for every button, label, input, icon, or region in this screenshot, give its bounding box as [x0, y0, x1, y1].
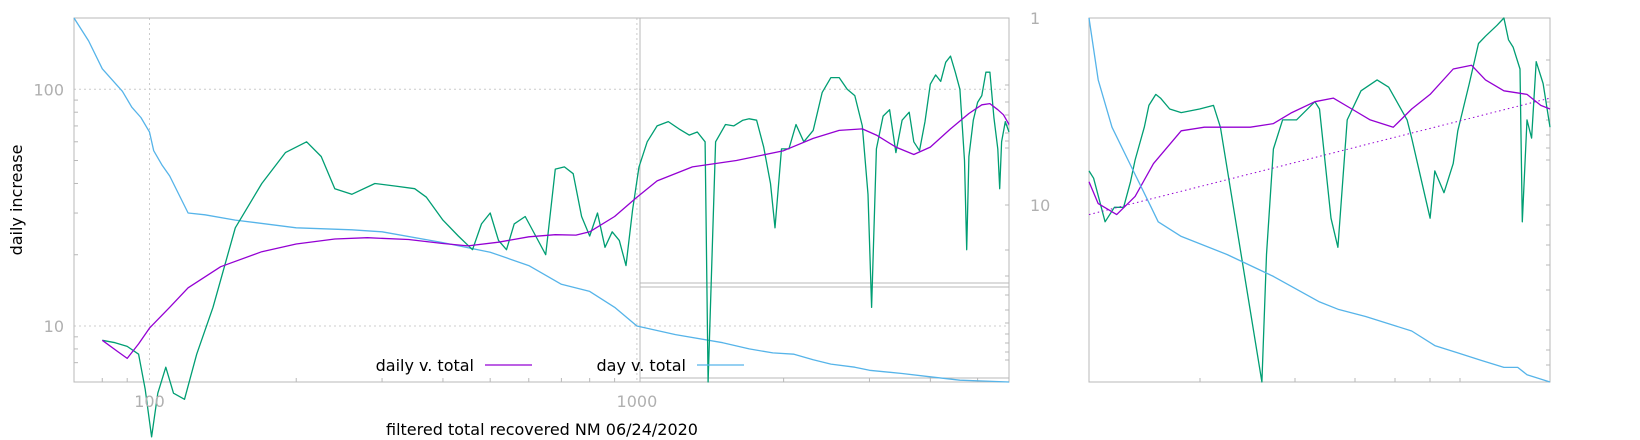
x-axis-title: filtered total recovered NM 06/24/2020 [386, 420, 698, 439]
y-axis-title: daily increase [7, 145, 26, 256]
legend-label-day-v-total: day v. total [597, 356, 687, 375]
inset-series-group [1088, 17, 1551, 383]
main-series-group [73, 17, 1010, 438]
y-tick-label: 100 [33, 80, 64, 99]
main-plot-border [73, 17, 1010, 383]
inset-series-line-2 [1088, 17, 1551, 383]
x-tick-label: 1000 [617, 392, 658, 411]
x-tick-label: 100 [134, 392, 165, 411]
right-axis-tick-label: 1 [1030, 9, 1040, 28]
legend: daily v. total day v. total [376, 356, 744, 375]
inset-ticks [1199, 59, 1550, 382]
main-grid [74, 18, 1009, 382]
right-axis-tick-label: 10 [1030, 196, 1050, 215]
series-line-daily-v-total [101, 102, 1010, 360]
series-line-day-v-total [73, 17, 1010, 383]
main-tick-labels: 100 1000 10 100 10 1 [33, 9, 1050, 411]
overlay-frame [639, 18, 1009, 382]
legend-label-daily-v-total: daily v. total [376, 356, 474, 375]
inset-series-line-0 [1088, 17, 1551, 383]
series-line-raw-daily [102, 55, 1010, 438]
right-axis-ticks [1005, 17, 1009, 361]
inset-plot-border [1088, 17, 1551, 383]
inset-series-line-3 [1088, 97, 1551, 216]
y-tick-label: 10 [44, 317, 64, 336]
inset-series-line-1 [1088, 64, 1551, 216]
